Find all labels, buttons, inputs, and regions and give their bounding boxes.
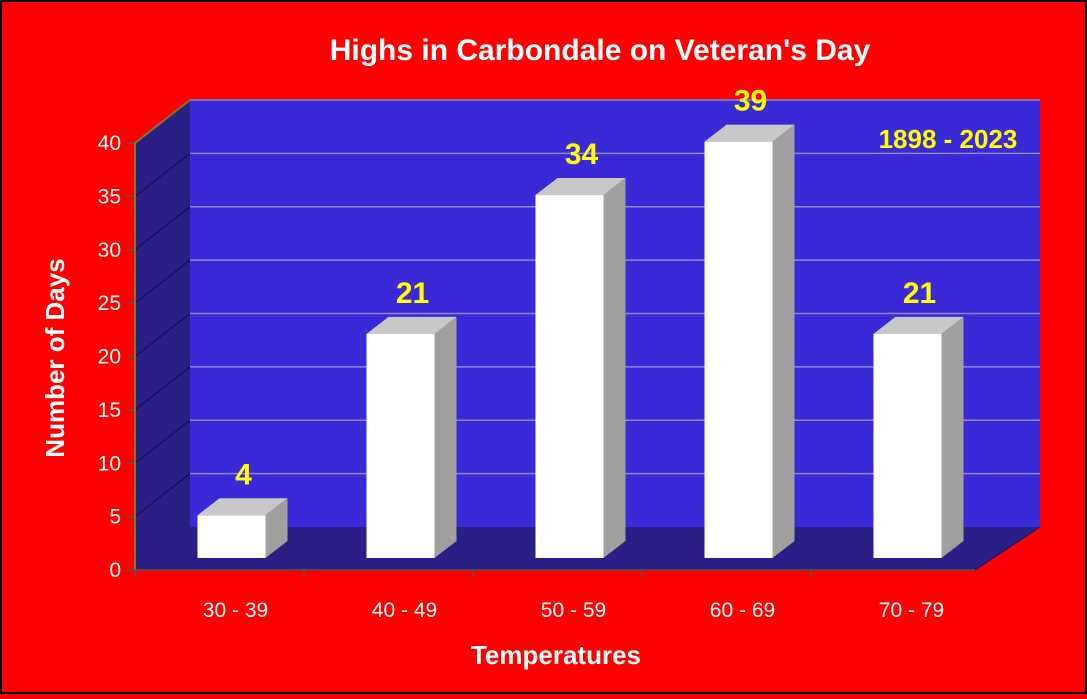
x-tick-label: 50 - 59 [541, 599, 606, 622]
y-tick-label: 10 [98, 452, 121, 475]
y-tick-label: 15 [98, 399, 121, 422]
bar [873, 333, 942, 558]
bar-top [704, 124, 795, 142]
y-tick-label: 40 [98, 132, 121, 155]
gridline-side [134, 312, 191, 358]
bar-top [873, 316, 964, 334]
x-tick-label: 30 - 39 [203, 599, 268, 622]
x-tick-label: 70 - 79 [879, 599, 944, 622]
gridline-side [134, 419, 191, 464]
bar-top [535, 178, 626, 196]
bar-side [265, 498, 288, 558]
y-tick-label: 0 [109, 559, 121, 582]
bar-side [772, 124, 795, 559]
y-tick-label: 25 [98, 292, 121, 315]
bar [366, 333, 435, 558]
plot-area: 0 5 10 15 20 25 30 35 40 30 - 39 4 40 - 49 21 50 - 59… [98, 85, 1041, 622]
y-tick-label: 30 [98, 239, 121, 262]
bar-top [366, 316, 457, 334]
bar-top [197, 498, 288, 516]
gridline-side [134, 366, 191, 411]
gridline-side [134, 206, 191, 251]
y-tick-label: 35 [98, 185, 121, 208]
gridline-side [134, 152, 191, 197]
chart-title: Highs in Carbondale on Veteran's Day [330, 34, 871, 67]
data-label: 21 [396, 277, 429, 310]
date-range-annotation: 1898 - 2023 [879, 124, 1018, 154]
gridline-side [134, 259, 191, 304]
x-tick-label: 40 - 49 [372, 599, 437, 622]
data-label: 21 [903, 277, 936, 310]
data-label: 4 [235, 458, 252, 491]
y-axis-title: Number of Days [40, 258, 70, 457]
x-axis-title: Temperatures [471, 640, 641, 670]
bar-side [941, 316, 964, 558]
bar [197, 515, 266, 558]
data-label: 34 [565, 138, 599, 171]
y-tick-label: 20 [98, 346, 121, 369]
bar [704, 141, 773, 559]
y-axis-depth-line [134, 99, 191, 144]
y-tick-label: 5 [109, 506, 121, 529]
x-tick-label: 60 - 69 [710, 599, 775, 622]
bar-side [434, 316, 457, 558]
bar-side [603, 178, 626, 559]
gridline-side [134, 473, 191, 518]
floor-edge [974, 526, 1041, 571]
data-label: 39 [734, 85, 767, 118]
bar [535, 195, 604, 559]
